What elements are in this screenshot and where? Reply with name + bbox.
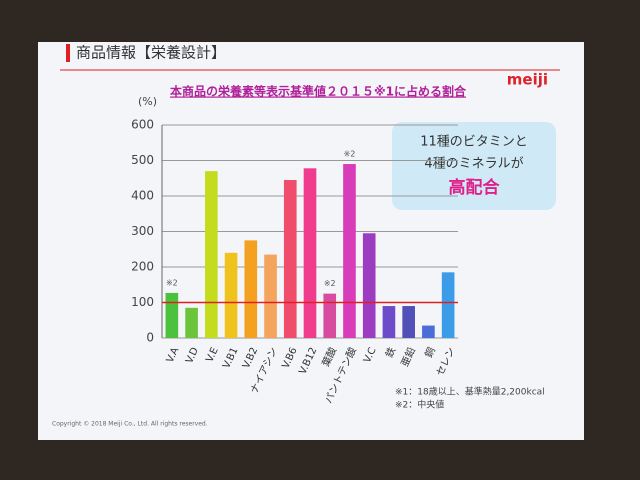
bar (303, 168, 317, 338)
bar (283, 180, 297, 338)
header-accent (66, 44, 70, 62)
y-tick-label: 300 (131, 224, 154, 238)
bar (264, 254, 277, 338)
footnote: ※2：中央値 (395, 399, 444, 411)
value-note: ※2 (166, 278, 178, 287)
bar (441, 272, 455, 338)
value-note: ※2 (344, 150, 356, 159)
bar (402, 306, 415, 338)
bar (205, 171, 218, 338)
callout-highlight: 高配合 (449, 177, 501, 198)
bar (323, 293, 337, 338)
x-tick-label: 銅 (422, 345, 438, 360)
y-tick-label: 500 (131, 153, 154, 167)
bar (224, 252, 238, 338)
logo: meiji (507, 71, 548, 89)
y-tick-label: 400 (131, 189, 154, 203)
callout-line: 11種のビタミンと (420, 134, 528, 150)
y-label: (%) (138, 95, 157, 108)
callout-box (392, 122, 556, 210)
y-tick-label: 0 (146, 331, 154, 345)
bar (343, 164, 356, 338)
callout-line: 4種のミネラルが (424, 156, 523, 172)
y-tick-label: 600 (131, 118, 154, 132)
header-title: 商品情報【栄養設計】 (76, 44, 226, 62)
chart-title: 本商品の栄養素等表示基準値２０１５※1に占める割合 (170, 84, 467, 99)
footnote: ※1：18歳以上、基準熱量2,200kcal (395, 386, 545, 398)
y-tick-label: 200 (131, 260, 154, 274)
bar (422, 325, 435, 338)
bar (185, 307, 198, 338)
copyright: Copyright © 2018 Meiji Co., Ltd. All rig… (52, 421, 208, 428)
bar (165, 292, 179, 338)
bar (382, 306, 396, 338)
value-note: ※2 (324, 279, 336, 288)
bar (362, 233, 376, 338)
x-tick-label: 鉄 (382, 345, 398, 360)
bar (244, 240, 258, 338)
y-tick-label: 100 (131, 295, 154, 309)
